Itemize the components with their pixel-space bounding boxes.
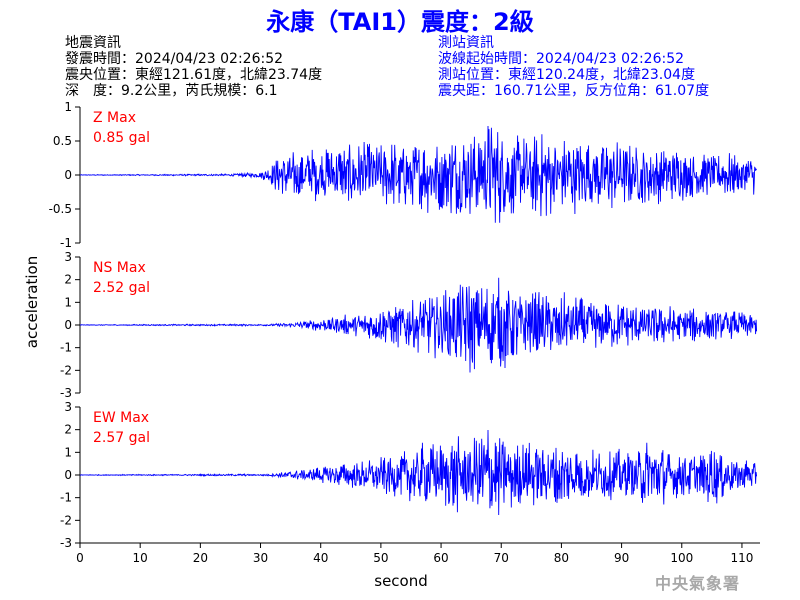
y-tick-label-EW: -2 bbox=[60, 513, 72, 527]
x-tick-label: 20 bbox=[193, 551, 208, 565]
y-tick-label-NS: 2 bbox=[64, 273, 72, 287]
y-tick-label-EW: -3 bbox=[60, 536, 72, 550]
station-location: 測站位置：東經120.24度，北緯23.04度 bbox=[438, 67, 696, 83]
chart-title: 永康（TAI1）震度：2級 bbox=[266, 8, 534, 36]
x-tick-label: 40 bbox=[313, 551, 328, 565]
y-tick-label-Z: -0.5 bbox=[49, 202, 72, 216]
x-tick-label: 30 bbox=[253, 551, 268, 565]
station-distance: 震央距：160.71公里，反方位角：61.07度 bbox=[438, 83, 710, 99]
x-tick-label: 80 bbox=[554, 551, 569, 565]
waveform-EW bbox=[79, 429, 758, 516]
quake-info-block: 地震資訊 發震時間：2024/04/23 02:26:52 震央位置：東經121… bbox=[65, 35, 322, 99]
y-tick-label-NS: -1 bbox=[60, 341, 72, 355]
y-tick-label-EW: 3 bbox=[64, 400, 72, 414]
y-tick-label-NS: -3 bbox=[60, 386, 72, 400]
y-axis-title: acceleration bbox=[23, 256, 41, 348]
station-info-block: 測站資訊 波線起始時間：2024/04/23 02:26:52 測站位置：東經1… bbox=[438, 35, 709, 99]
quake-info-heading: 地震資訊 bbox=[65, 35, 121, 51]
x-axis-title: second bbox=[374, 572, 428, 590]
station-wave-start: 波線起始時間：2024/04/23 02:26:52 bbox=[438, 51, 685, 67]
y-tick-label-EW: 2 bbox=[64, 423, 72, 437]
y-tick-label-Z: 0.5 bbox=[53, 134, 72, 148]
y-tick-label-EW: 0 bbox=[64, 468, 72, 482]
agency-watermark: 中央氣象署 bbox=[655, 574, 741, 593]
y-tick-label-NS: 1 bbox=[64, 295, 72, 309]
x-tick-label: 50 bbox=[373, 551, 388, 565]
quake-epicenter: 震央位置：東經121.61度，北緯23.74度 bbox=[65, 67, 323, 83]
max-value-NS: 2.52 gal bbox=[93, 280, 150, 296]
max-label-NS: NS Max bbox=[93, 260, 146, 276]
max-value-Z: 0.85 gal bbox=[93, 130, 150, 146]
x-tick-label: 110 bbox=[730, 551, 753, 565]
quake-depth-magnitude: 深 度：9.2公里，芮氏規模：6.1 bbox=[65, 83, 278, 99]
max-label-EW: EW Max bbox=[93, 410, 149, 426]
x-tick-label: 10 bbox=[133, 551, 148, 565]
waveform-Z bbox=[79, 125, 757, 223]
x-tick-label: 70 bbox=[494, 551, 509, 565]
y-tick-label-Z: -1 bbox=[60, 236, 72, 250]
y-tick-label-Z: 0 bbox=[64, 168, 72, 182]
y-tick-label-EW: 1 bbox=[64, 445, 72, 459]
x-tick-label: 0 bbox=[76, 551, 84, 565]
station-info-heading: 測站資訊 bbox=[438, 35, 494, 51]
quake-origin-time: 發震時間：2024/04/23 02:26:52 bbox=[65, 51, 284, 67]
y-tick-label-NS: 3 bbox=[64, 250, 72, 264]
y-tick-label-EW: -1 bbox=[60, 491, 72, 505]
x-tick-label: 90 bbox=[614, 551, 629, 565]
x-tick-label: 60 bbox=[433, 551, 448, 565]
max-label-Z: Z Max bbox=[93, 110, 136, 126]
waveform-NS bbox=[80, 277, 758, 373]
y-tick-label-NS: 0 bbox=[64, 318, 72, 332]
y-tick-label-NS: -2 bbox=[60, 363, 72, 377]
x-tick-label: 100 bbox=[670, 551, 693, 565]
y-tick-label-Z: 1 bbox=[64, 100, 72, 114]
max-value-EW: 2.57 gal bbox=[93, 430, 150, 446]
